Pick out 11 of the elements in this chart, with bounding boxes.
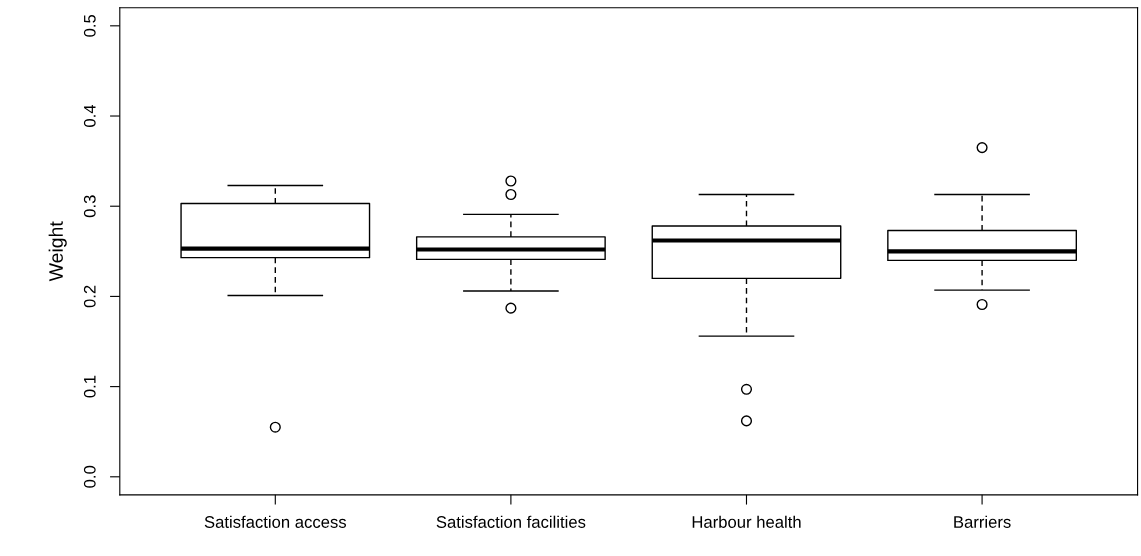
x-tick-label: Harbour health [692, 515, 801, 528]
y-tick-label: 0.3 [83, 195, 96, 218]
x-tick-label: Satisfaction facilities [436, 515, 586, 528]
y-tick-label: 0.2 [83, 285, 96, 308]
y-tick-label: 0.0 [83, 465, 96, 488]
y-axis-title: Weight [48, 221, 67, 282]
y-tick-label: 0.4 [83, 104, 96, 127]
y-tick-label: 0.5 [83, 14, 96, 37]
y-tick-label: 0.1 [83, 375, 96, 398]
x-tick-label: Barriers [954, 515, 1011, 528]
x-tick-label: Satisfaction access [204, 515, 347, 528]
